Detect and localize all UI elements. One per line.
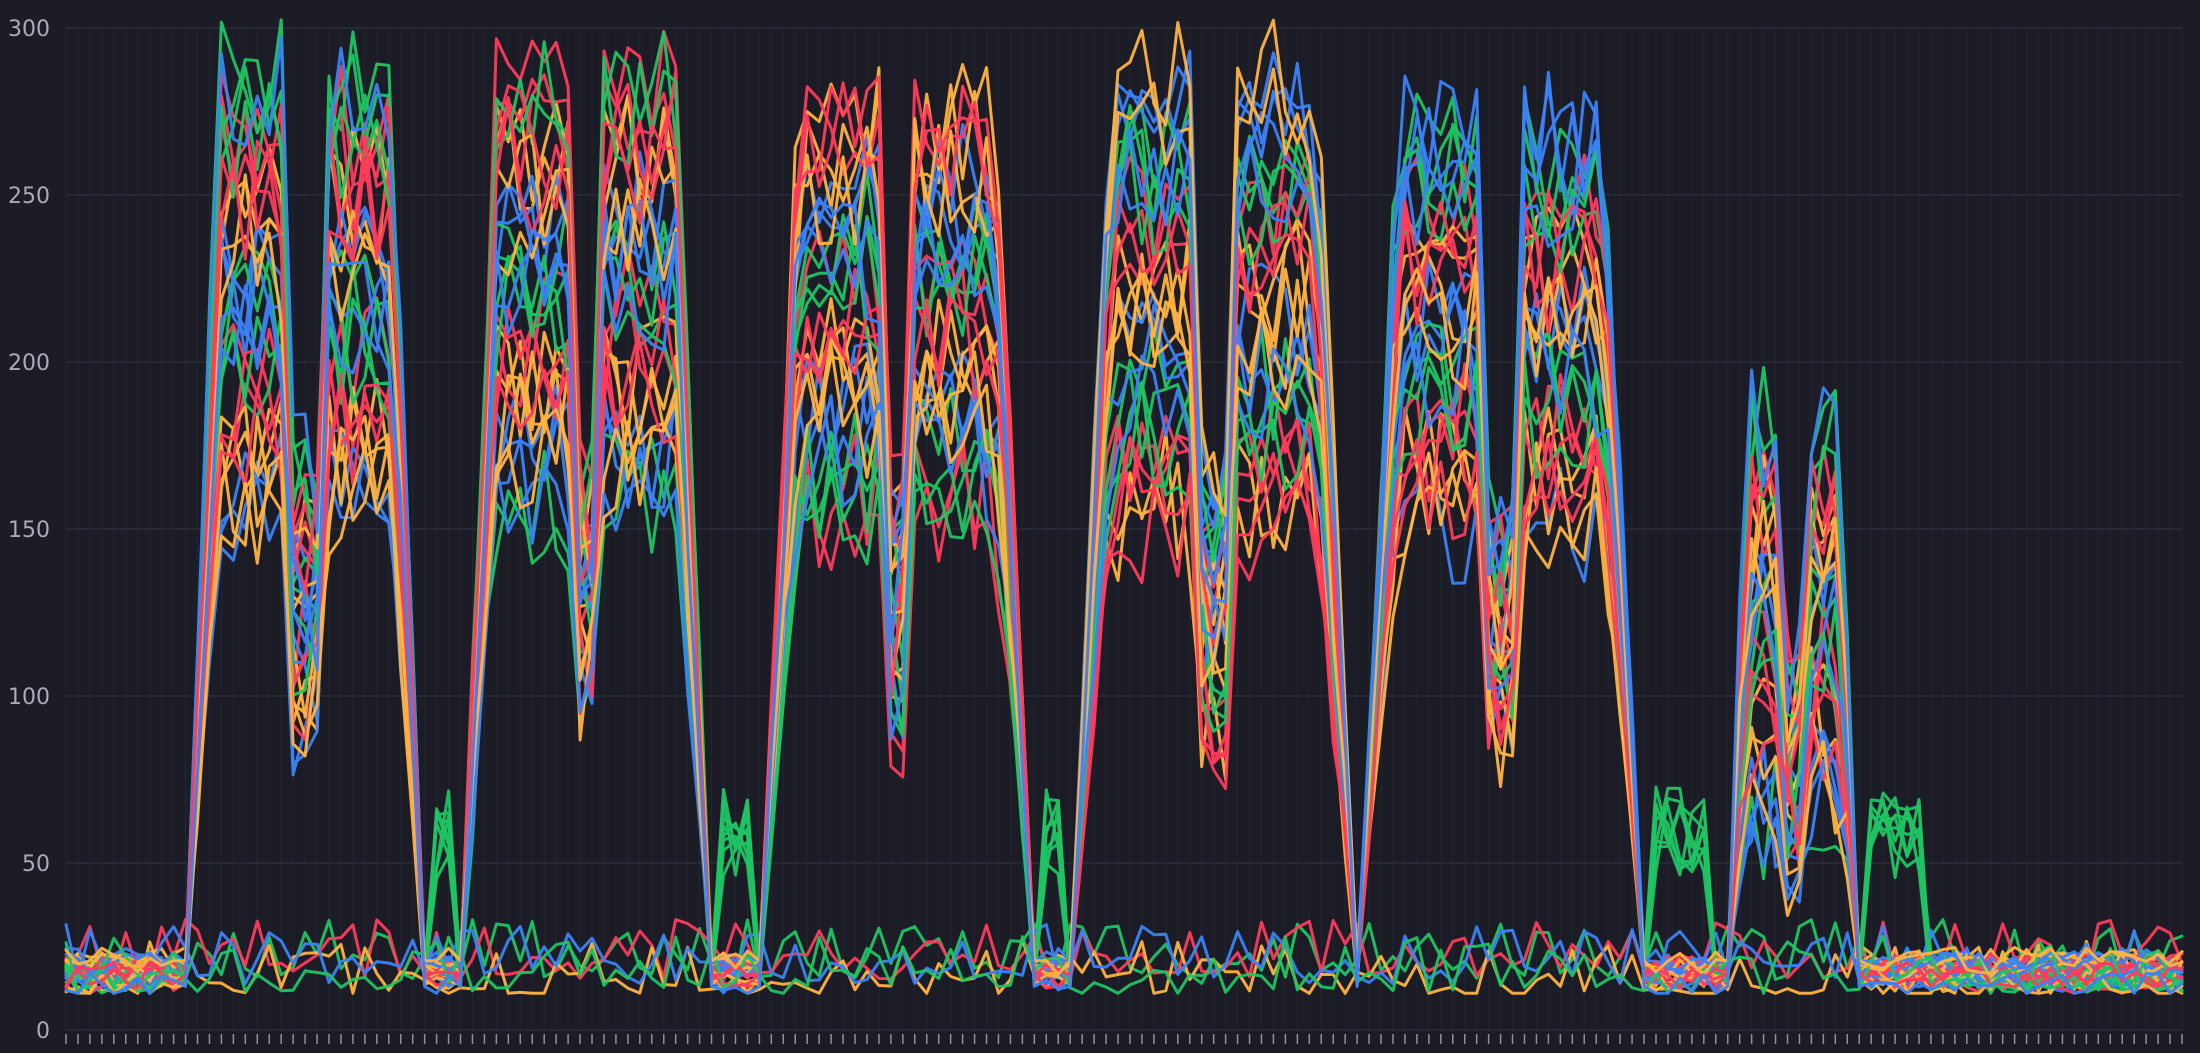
series-line	[64, 938, 2184, 995]
y-tick-label: 150	[8, 518, 50, 543]
x-axis-ticks	[65, 1034, 2183, 1044]
y-axis: 0 50 100 150 200 250 300	[8, 17, 50, 1044]
series-line	[64, 934, 2184, 995]
series-line	[64, 267, 2184, 976]
series-line	[64, 923, 2184, 986]
y-tick-label: 200	[8, 351, 50, 376]
y-tick-label: 100	[8, 685, 50, 710]
y-tick-label: 50	[22, 852, 50, 877]
y-tick-label: 0	[36, 1019, 50, 1044]
series-line	[64, 237, 2184, 977]
series-line	[64, 918, 2184, 981]
series-line	[64, 128, 2184, 995]
y-tick-label: 250	[8, 184, 50, 209]
series-lines	[64, 18, 2184, 995]
y-tick-label: 300	[8, 17, 50, 42]
